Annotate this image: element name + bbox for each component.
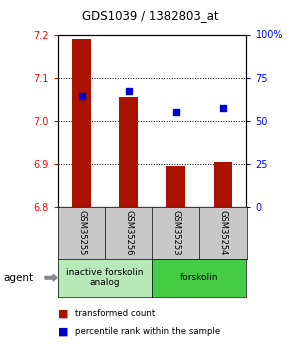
Text: GDS1039 / 1382803_at: GDS1039 / 1382803_at bbox=[82, 9, 219, 22]
Text: percentile rank within the sample: percentile rank within the sample bbox=[75, 327, 221, 336]
Text: ■: ■ bbox=[58, 326, 68, 336]
Bar bbox=[72, 39, 91, 207]
Text: GSM35254: GSM35254 bbox=[218, 210, 227, 256]
Text: agent: agent bbox=[3, 273, 33, 283]
Bar bbox=[119, 97, 138, 207]
Text: transformed count: transformed count bbox=[75, 309, 156, 318]
Text: GSM35256: GSM35256 bbox=[124, 210, 133, 256]
Text: forskolin: forskolin bbox=[180, 273, 219, 282]
Bar bbox=[213, 162, 232, 207]
Text: GSM35255: GSM35255 bbox=[77, 210, 86, 256]
Bar bbox=[166, 166, 185, 207]
Text: ■: ■ bbox=[58, 309, 68, 319]
Text: GSM35253: GSM35253 bbox=[171, 210, 180, 256]
Text: inactive forskolin
analog: inactive forskolin analog bbox=[66, 268, 144, 287]
